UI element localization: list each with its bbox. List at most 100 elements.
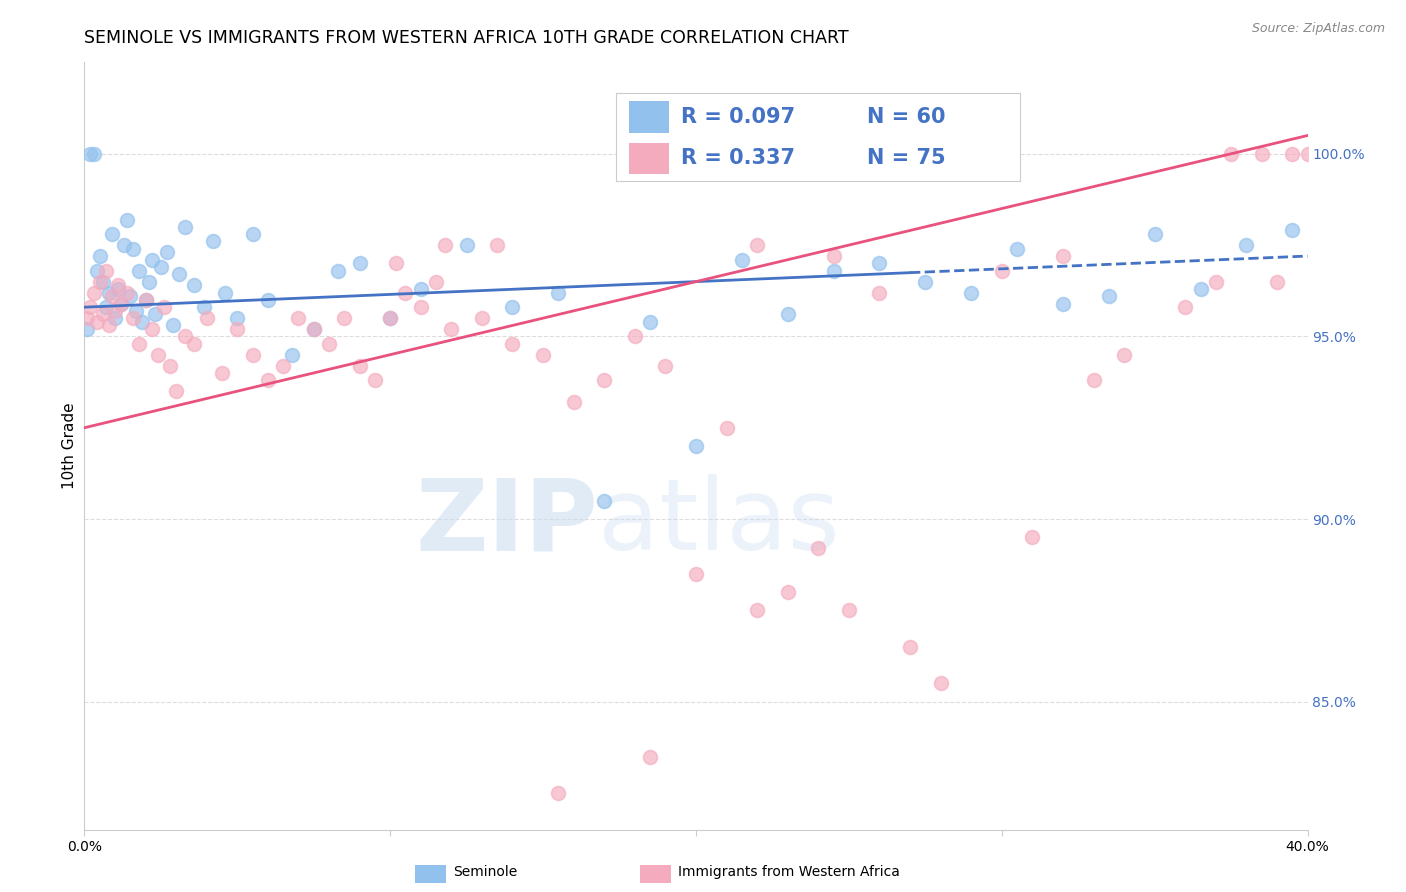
- Point: [107, 278, 129, 293]
- Text: Immigrants from Western Africa: Immigrants from Western Africa: [678, 865, 900, 880]
- Point: [183, 278, 205, 293]
- Point: [991, 263, 1014, 277]
- Point: [128, 336, 150, 351]
- Text: atlas: atlas: [598, 475, 839, 571]
- Point: [1021, 530, 1043, 544]
- Point: [89, 275, 111, 289]
- Point: [776, 585, 799, 599]
- Point: [869, 256, 891, 270]
- Point: [1205, 275, 1227, 289]
- Point: [547, 285, 569, 300]
- Point: [731, 252, 754, 267]
- Point: [211, 366, 233, 380]
- Point: [1250, 146, 1272, 161]
- Point: [593, 493, 616, 508]
- Point: [104, 303, 127, 318]
- Point: [112, 238, 135, 252]
- Point: [97, 318, 120, 333]
- Point: [502, 336, 524, 351]
- Point: [380, 311, 402, 326]
- Point: [302, 322, 325, 336]
- Point: [1098, 289, 1121, 303]
- Point: [302, 322, 325, 336]
- Y-axis label: 10th Grade: 10th Grade: [62, 402, 77, 490]
- Point: [94, 263, 117, 277]
- Point: [1114, 348, 1136, 362]
- Point: [86, 263, 108, 277]
- Point: [143, 308, 166, 322]
- Point: [122, 311, 145, 326]
- Point: [440, 322, 463, 336]
- Point: [456, 238, 478, 252]
- Point: [159, 359, 181, 373]
- Point: [929, 676, 952, 690]
- Point: [83, 146, 105, 161]
- Point: [167, 268, 190, 282]
- Point: [562, 395, 585, 409]
- Point: [638, 749, 661, 764]
- Text: Seminole: Seminole: [453, 865, 517, 880]
- Point: [394, 285, 416, 300]
- Point: [76, 322, 98, 336]
- Point: [807, 541, 830, 556]
- Point: [128, 263, 150, 277]
- Point: [120, 289, 142, 303]
- Point: [349, 256, 371, 270]
- Point: [333, 311, 356, 326]
- Point: [531, 348, 554, 362]
- Point: [165, 384, 187, 399]
- Point: [94, 300, 117, 314]
- Point: [89, 249, 111, 263]
- Point: [838, 603, 860, 617]
- Point: [226, 311, 249, 326]
- Point: [914, 275, 936, 289]
- Point: [201, 235, 224, 249]
- Point: [242, 348, 264, 362]
- Point: [654, 359, 676, 373]
- Point: [271, 359, 294, 373]
- Point: [257, 293, 280, 307]
- Point: [281, 348, 304, 362]
- Text: ZIP: ZIP: [415, 475, 598, 571]
- Point: [174, 329, 197, 343]
- Point: [1005, 242, 1028, 256]
- Point: [960, 285, 983, 300]
- Point: [409, 300, 432, 314]
- Point: [122, 242, 145, 256]
- Point: [624, 329, 647, 343]
- Point: [141, 252, 163, 267]
- Point: [153, 300, 176, 314]
- Point: [747, 603, 769, 617]
- Point: [685, 566, 707, 581]
- Point: [1052, 296, 1074, 310]
- Text: SEMINOLE VS IMMIGRANTS FROM WESTERN AFRICA 10TH GRADE CORRELATION CHART: SEMINOLE VS IMMIGRANTS FROM WESTERN AFRI…: [84, 29, 849, 47]
- Point: [76, 311, 98, 326]
- Point: [747, 238, 769, 252]
- Point: [776, 308, 799, 322]
- Point: [1143, 227, 1166, 241]
- Point: [104, 311, 127, 326]
- Point: [898, 640, 921, 654]
- Point: [502, 300, 524, 314]
- Point: [409, 282, 432, 296]
- Point: [823, 249, 845, 263]
- Point: [287, 311, 309, 326]
- Point: [156, 245, 179, 260]
- Point: [716, 421, 738, 435]
- Point: [193, 300, 215, 314]
- Point: [131, 315, 153, 329]
- Point: [214, 285, 236, 300]
- Point: [135, 293, 157, 307]
- Point: [110, 296, 132, 310]
- Point: [434, 238, 457, 252]
- Point: [328, 263, 350, 277]
- Point: [869, 285, 891, 300]
- Point: [91, 308, 114, 322]
- Point: [183, 336, 205, 351]
- Point: [115, 212, 138, 227]
- Point: [364, 373, 387, 387]
- Point: [257, 373, 280, 387]
- Point: [135, 293, 157, 307]
- Point: [97, 285, 120, 300]
- Point: [83, 285, 105, 300]
